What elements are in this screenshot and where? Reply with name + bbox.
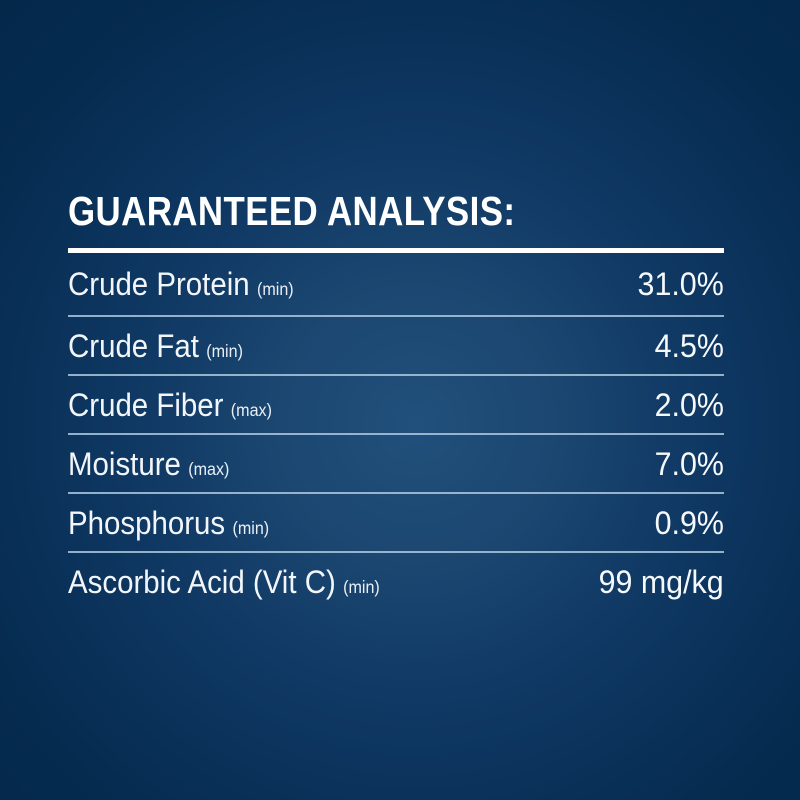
nutrient-name: Crude Fat bbox=[68, 327, 199, 364]
nutrient-qualifier: (min) bbox=[257, 279, 294, 300]
table-row: Ascorbic Acid (Vit C) (min) 99 mg/kg bbox=[68, 553, 724, 611]
nutrient-value: 99 mg/kg bbox=[598, 564, 724, 601]
nutrient-value: 2.0% bbox=[654, 386, 724, 423]
row-label: Crude Fiber (max) bbox=[68, 389, 272, 421]
row-label: Phosphorus (min) bbox=[68, 507, 269, 539]
guaranteed-analysis-panel: GUARANTEED ANALYSIS: Crude Protein (min)… bbox=[68, 188, 724, 611]
row-label: Crude Protein (min) bbox=[68, 268, 294, 300]
row-label: Moisture (max) bbox=[68, 448, 229, 480]
nutrient-name: Ascorbic Acid (Vit C) bbox=[68, 564, 336, 601]
nutrient-value: 7.0% bbox=[654, 445, 724, 482]
nutrient-qualifier: (min) bbox=[232, 517, 270, 538]
nutrient-name: Moisture bbox=[68, 445, 181, 482]
row-label: Ascorbic Acid (Vit C) (min) bbox=[68, 566, 380, 598]
table-row: Moisture (max) 7.0% bbox=[68, 435, 724, 495]
analysis-table: Crude Protein (min) 31.0% Crude Fat (min… bbox=[68, 253, 724, 611]
nutrient-value: 4.5% bbox=[654, 327, 724, 364]
panel-title: GUARANTEED ANALYSIS: bbox=[68, 188, 516, 234]
nutrient-qualifier: (max) bbox=[188, 458, 230, 479]
table-row: Crude Fiber (max) 2.0% bbox=[68, 376, 724, 436]
table-row: Crude Fat (min) 4.5% bbox=[68, 317, 724, 377]
nutrient-name: Phosphorus bbox=[68, 504, 226, 541]
nutrient-value: 31.0% bbox=[637, 266, 724, 303]
nutrient-value: 0.9% bbox=[654, 504, 724, 541]
row-label: Crude Fat (min) bbox=[68, 330, 243, 362]
nutrient-qualifier: (max) bbox=[230, 399, 272, 420]
nutrient-name: Crude Protein bbox=[68, 266, 250, 303]
table-row: Crude Protein (min) 31.0% bbox=[68, 253, 724, 318]
nutrient-qualifier: (min) bbox=[206, 340, 243, 361]
nutrient-qualifier: (min) bbox=[343, 577, 380, 598]
table-row: Phosphorus (min) 0.9% bbox=[68, 494, 724, 554]
title-rule bbox=[68, 248, 724, 254]
nutrient-name: Crude Fiber bbox=[68, 386, 224, 423]
